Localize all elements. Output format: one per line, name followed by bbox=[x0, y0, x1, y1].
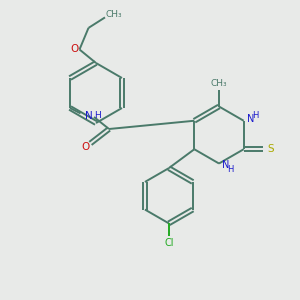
Text: N: N bbox=[247, 114, 254, 124]
Text: O: O bbox=[81, 142, 89, 152]
Text: S: S bbox=[267, 144, 274, 154]
Text: O: O bbox=[70, 44, 78, 54]
Text: H: H bbox=[94, 111, 100, 120]
Text: N: N bbox=[222, 160, 229, 170]
Text: Cl: Cl bbox=[164, 238, 174, 248]
Text: H: H bbox=[227, 165, 234, 174]
Text: CH₃: CH₃ bbox=[106, 10, 122, 19]
Text: CH₃: CH₃ bbox=[211, 79, 227, 88]
Text: H: H bbox=[252, 111, 258, 120]
Text: N: N bbox=[85, 111, 93, 121]
